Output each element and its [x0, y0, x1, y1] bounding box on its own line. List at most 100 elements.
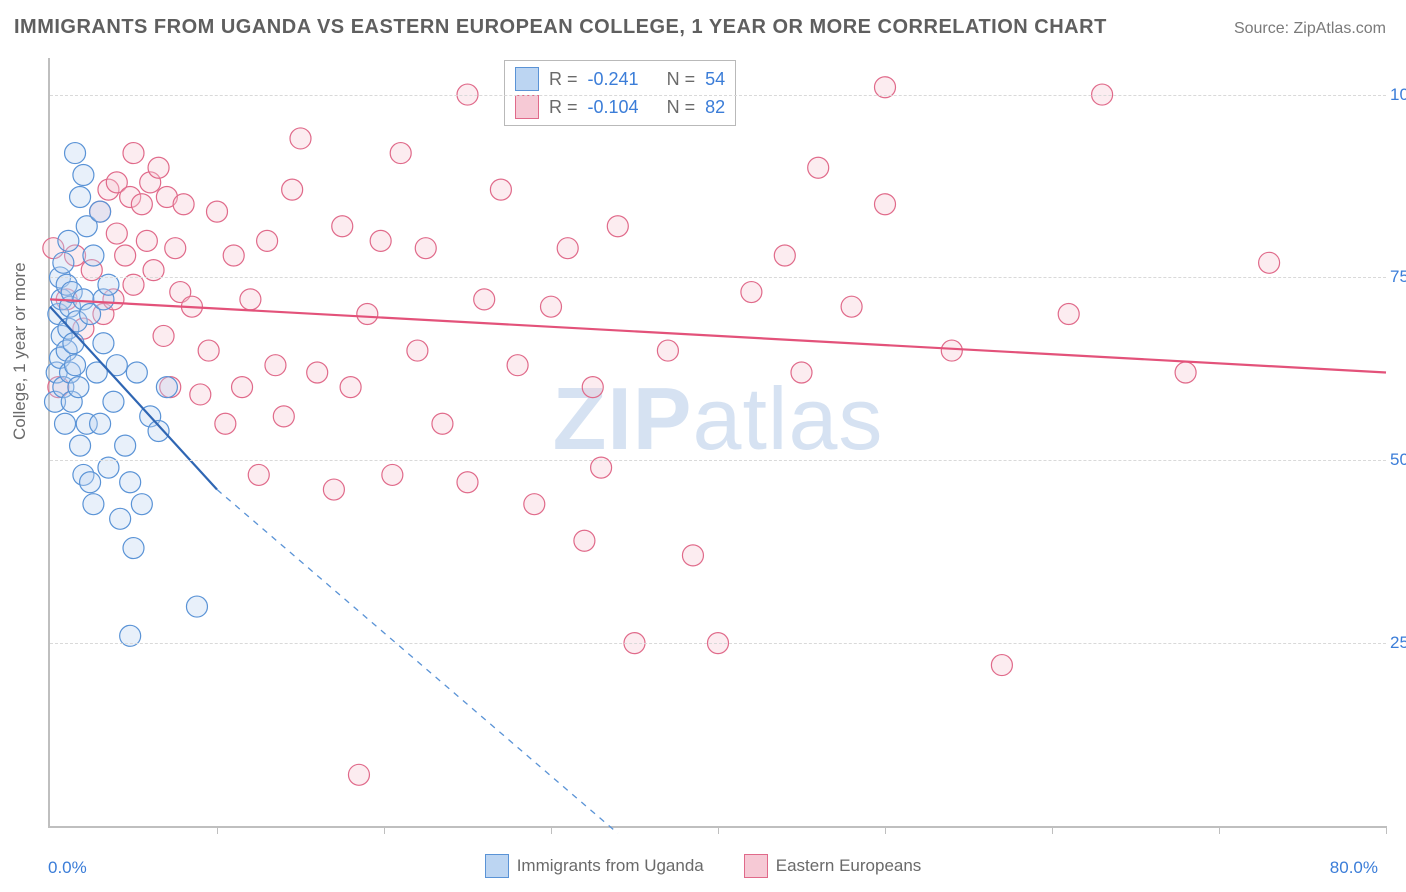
y-tick-label: 75.0%: [1390, 267, 1406, 287]
scatter-point: [370, 230, 391, 251]
scatter-point: [65, 143, 86, 164]
scatter-point: [582, 377, 603, 398]
legend-bottom: Immigrants from Uganda Eastern Europeans: [0, 854, 1406, 878]
scatter-point: [115, 435, 136, 456]
scatter-point: [53, 252, 74, 273]
scatter-point: [490, 179, 511, 200]
gridline: [50, 460, 1386, 461]
scatter-point: [474, 289, 495, 310]
scatter-point: [457, 472, 478, 493]
scatter-point: [240, 289, 261, 310]
scatter-point: [103, 391, 124, 412]
scatter-point: [791, 362, 812, 383]
scatter-point: [63, 333, 84, 354]
scatter-point: [126, 362, 147, 383]
x-tick: [1219, 826, 1220, 834]
x-tick: [885, 826, 886, 834]
scatter-point: [407, 340, 428, 361]
scatter-point: [207, 201, 228, 222]
scatter-point: [657, 340, 678, 361]
gridline: [50, 643, 1386, 644]
scatter-point: [248, 464, 269, 485]
scatter-point: [83, 494, 104, 515]
scatter-point: [557, 238, 578, 259]
scatter-point: [232, 377, 253, 398]
scatter-point: [115, 245, 136, 266]
scatter-point: [741, 282, 762, 303]
scatter-point: [432, 413, 453, 434]
scatter-point: [148, 157, 169, 178]
scatter-point: [415, 238, 436, 259]
scatter-point: [223, 245, 244, 266]
scatter-point: [682, 545, 703, 566]
scatter-point: [186, 596, 207, 617]
x-tick: [384, 826, 385, 834]
trendline-uganda-extension: [217, 490, 618, 834]
legend-label: Eastern Europeans: [776, 856, 922, 876]
scatter-point: [153, 325, 174, 346]
legend-item-uganda: Immigrants from Uganda: [485, 854, 704, 878]
scatter-point: [524, 494, 545, 515]
x-tick: [1052, 826, 1053, 834]
scatter-point: [65, 355, 86, 376]
scatter-point: [307, 362, 328, 383]
trendline-eastern: [50, 299, 1386, 372]
scatter-point: [123, 143, 144, 164]
scatter-point: [136, 230, 157, 251]
scatter-point: [190, 384, 211, 405]
scatter-point: [357, 304, 378, 325]
scatter-point: [120, 472, 141, 493]
scatter-point: [1058, 304, 1079, 325]
scatter-point: [90, 413, 111, 434]
scatter-point: [290, 128, 311, 149]
scatter-point: [991, 655, 1012, 676]
x-tick: [718, 826, 719, 834]
scatter-point: [265, 355, 286, 376]
y-tick-label: 100.0%: [1390, 85, 1406, 105]
scatter-point: [73, 165, 94, 186]
scatter-point: [131, 194, 152, 215]
scatter-point: [390, 143, 411, 164]
scatter-point: [332, 216, 353, 237]
scatter-point: [70, 186, 91, 207]
gridline: [50, 95, 1386, 96]
scatter-point: [607, 216, 628, 237]
scatter-point: [541, 296, 562, 317]
scatter-point: [93, 333, 114, 354]
scatter-point: [90, 201, 111, 222]
scatter-point: [273, 406, 294, 427]
legend-item-eastern: Eastern Europeans: [744, 854, 922, 878]
scatter-point: [1175, 362, 1196, 383]
scatter-point: [68, 377, 89, 398]
scatter-point: [875, 194, 896, 215]
scatter-point: [941, 340, 962, 361]
scatter-point: [348, 764, 369, 785]
scatter-point: [1259, 252, 1280, 273]
scatter-point: [55, 413, 76, 434]
scatter-point: [110, 508, 131, 529]
scatter-point: [808, 157, 829, 178]
y-axis-title: College, 1 year or more: [10, 262, 30, 440]
scatter-point: [70, 435, 91, 456]
chart-svg: [50, 58, 1386, 826]
scatter-point: [257, 230, 278, 251]
source-label: Source: ZipAtlas.com: [1234, 20, 1386, 38]
swatch-uganda-bottom: [485, 854, 509, 878]
y-tick-label: 25.0%: [1390, 633, 1406, 653]
scatter-point: [106, 223, 127, 244]
x-tick: [217, 826, 218, 834]
scatter-point: [507, 355, 528, 376]
plot-area: ZIPatlas R = -0.241 N = 54 R = -0.104 N …: [48, 58, 1386, 828]
scatter-point: [323, 479, 344, 500]
scatter-point: [80, 472, 101, 493]
swatch-eastern-bottom: [744, 854, 768, 878]
x-tick: [551, 826, 552, 834]
scatter-point: [131, 494, 152, 515]
y-tick-label: 50.0%: [1390, 450, 1406, 470]
scatter-point: [215, 413, 236, 434]
legend-label: Immigrants from Uganda: [517, 856, 704, 876]
scatter-point: [198, 340, 219, 361]
scatter-point: [83, 245, 104, 266]
scatter-point: [282, 179, 303, 200]
chart-title: IMMIGRANTS FROM UGANDA VS EASTERN EUROPE…: [14, 16, 1107, 39]
